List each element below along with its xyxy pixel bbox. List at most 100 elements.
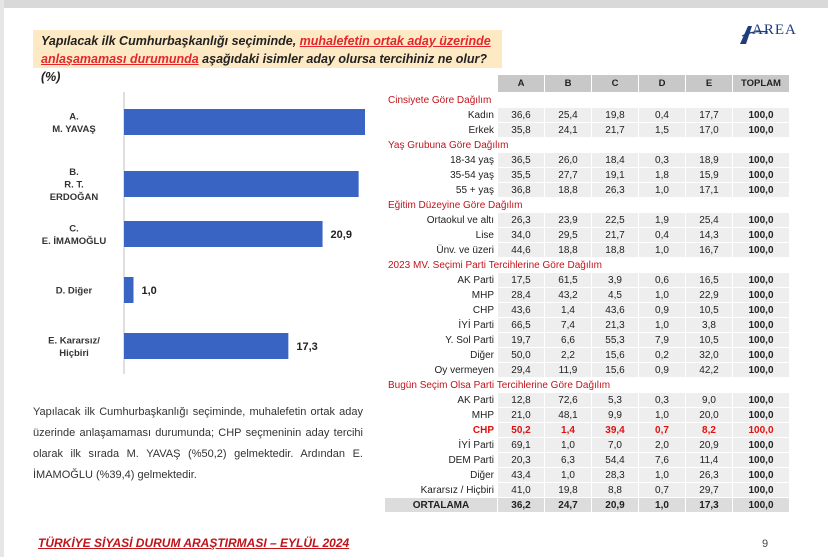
table-cell: 0,7 [638,482,686,498]
area-logo-icon [740,26,769,44]
table-cell: 22,9 [685,287,733,303]
table-cell: 100,0 [732,317,790,333]
table-cell: 22,5 [591,212,639,228]
table-cell: 48,1 [544,407,592,423]
table-cell: 20,9 [591,497,639,513]
section-header-row: Eğitim Düzeyine Göre Dağılım [384,197,790,213]
table-row: Kararsız / Hiçbiri 41,0 19,8 8,8 0,7 29,7 100,… [384,482,790,498]
row-label: DEM Parti [384,452,498,468]
table-cell: 100,0 [732,452,790,468]
section-title: Cinsiyete Göre Dağılım [384,92,790,108]
table-cell: 100,0 [732,392,790,408]
table-cell: 43,6 [497,302,545,318]
table-cell: 0,3 [638,392,686,408]
table-cell: 100,0 [732,227,790,243]
table-row: AK Parti 12,8 72,6 5,3 0,3 9,0 100,0 [384,392,790,408]
table-row: Y. Sol Parti 19,7 6,6 55,3 7,9 10,5 100,0 [384,332,790,348]
bar-value-label-2: 20,9 [331,229,352,241]
column-header-1: B [544,74,592,93]
bar-value-label-3: 1,0 [142,285,157,297]
category-label-2-0: C. [69,223,79,234]
table-cell: 21,3 [591,317,639,333]
table-cell: 7,4 [544,317,592,333]
table-cell: 2,0 [638,437,686,453]
table-cell: 0,2 [638,347,686,363]
bar-2 [124,221,323,247]
table-cell: 100,0 [732,107,790,123]
table-row: MHP 21,0 48,1 9,9 1,0 20,0 100,0 [384,407,790,423]
table-cell: 100,0 [732,272,790,288]
row-label: ORTALAMA [384,497,498,513]
table-cell: 19,8 [591,107,639,123]
table-cell: 1,8 [638,167,686,183]
table-cell: 1,0 [544,467,592,483]
table-cell: 12,8 [497,392,545,408]
table-cell: 100,0 [732,302,790,318]
table-cell: 26,0 [544,152,592,168]
table-cell: 23,9 [544,212,592,228]
row-label: MHP [384,407,498,423]
table-cell: 100,0 [732,497,790,513]
table-cell: 100,0 [732,167,790,183]
table-cell: 43,2 [544,287,592,303]
category-label-4-0: E. Kararsız/ [48,335,100,346]
table-cell: 15,9 [685,167,733,183]
table-cell: 69,1 [497,437,545,453]
section-title: Eğitim Düzeyine Göre Dağılım [384,197,790,213]
category-label-1-2: ERDOĞAN [50,191,99,203]
table-cell: 100,0 [732,467,790,483]
category-label-1-1: R. T. [64,180,84,191]
table-cell: 19,7 [497,332,545,348]
table-cell: 1,0 [638,467,686,483]
table-cell: 6,3 [544,452,592,468]
table-cell: 100,0 [732,182,790,198]
table-cell: 41,0 [497,482,545,498]
row-label: Erkek [384,122,498,138]
table-cell: 100,0 [732,122,790,138]
table-cell: 18,8 [591,242,639,258]
table-cell: 18,8 [544,242,592,258]
column-header-0: A [497,74,545,93]
column-header-3: D [638,74,686,93]
top-frame [0,0,828,8]
table-row: Lise 34,0 29,5 21,7 0,4 14,3 100,0 [384,227,790,243]
table-cell: 25,4 [544,107,592,123]
table-cell: 66,5 [497,317,545,333]
table-cell: 2,2 [544,347,592,363]
table-row: Kadın 36,6 25,4 19,8 0,4 17,7 100,0 [384,107,790,123]
table-cell: 42,2 [685,362,733,378]
table-cell: 18,8 [544,182,592,198]
average-row: ORTALAMA 36,2 24,7 20,9 1,0 17,3 100,0 [384,497,790,513]
table-cell: 61,5 [544,272,592,288]
table-cell: 1,5 [638,122,686,138]
table-row: Erkek 35,8 24,1 21,7 1,5 17,0 100,0 [384,122,790,138]
table-cell: 1,4 [544,422,592,438]
table-cell: 27,7 [544,167,592,183]
table-row: 35-54 yaş 35,5 27,7 19,1 1,8 15,9 100,0 [384,167,790,183]
page-number: 9 [762,538,769,550]
footer-title: TÜRKİYE SİYASİ DURUM ARAŞTIRMASI – EYLÜL… [38,536,350,550]
row-label: Lise [384,227,498,243]
table-cell: 50,2 [497,422,545,438]
table-cell: 100,0 [732,287,790,303]
table-row: MHP 28,4 43,2 4,5 1,0 22,9 100,0 [384,287,790,303]
table-cell: 36,8 [497,182,545,198]
table-cell: 100,0 [732,242,790,258]
bar-1 [124,171,359,197]
row-label: Ortaokul ve altı [384,212,498,228]
table-cell: 50,0 [497,347,545,363]
table-cell: 5,3 [591,392,639,408]
table-cell: 29,7 [685,482,733,498]
table-row: AK Parti 17,5 61,5 3,9 0,6 16,5 100,0 [384,272,790,288]
left-frame [0,0,4,557]
table-cell: 17,3 [685,497,733,513]
table-row: DEM Parti 20,3 6,3 54,4 7,6 11,4 100,0 [384,452,790,468]
category-label-0-0: A. [69,111,79,122]
table-cell: 29,4 [497,362,545,378]
category-label-3-0: D. Diğer [56,286,93,297]
question-text-2: aşağıdaki isimler aday olursa tercihiniz… [41,52,487,84]
row-label: Y. Sol Parti [384,332,498,348]
table-cell: 0,3 [638,152,686,168]
table-row: Ünv. ve üzeri 44,6 18,8 18,8 1,0 16,7 100,0 [384,242,790,258]
summary-text: Yapılacak ilk Cumhurbaşkanlığı seçiminde… [33,406,363,481]
